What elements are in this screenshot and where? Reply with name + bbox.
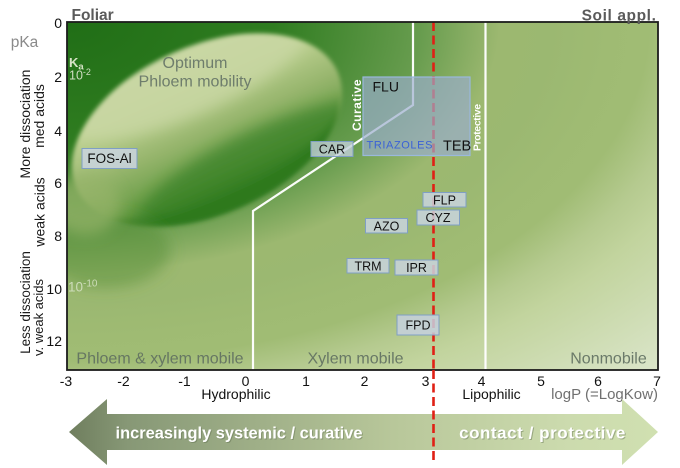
svg-text:Protective: Protective xyxy=(473,104,484,151)
svg-text:4: 4 xyxy=(478,373,486,389)
svg-text:6: 6 xyxy=(594,373,602,389)
svg-text:Phloem & xylem mobile: Phloem & xylem mobile xyxy=(76,351,243,368)
svg-text:Soil appl.: Soil appl. xyxy=(582,8,657,25)
svg-text:TRIAZOLES: TRIAZOLES xyxy=(367,140,434,152)
svg-text:6: 6 xyxy=(54,175,62,191)
svg-text:-3: -3 xyxy=(60,373,73,389)
svg-text:Xylem mobile: Xylem mobile xyxy=(307,351,403,368)
svg-text:Nonmobile: Nonmobile xyxy=(570,351,647,368)
svg-text:CYZ: CYZ xyxy=(426,211,451,225)
svg-text:CAR: CAR xyxy=(319,143,345,157)
svg-text:Less dissociation: Less dissociation xyxy=(18,251,33,354)
svg-text:Optimum: Optimum xyxy=(163,55,228,72)
svg-text:weak acids: weak acids xyxy=(32,177,48,247)
svg-text:FPD: FPD xyxy=(406,319,431,333)
svg-text:v. weak acids: v. weak acids xyxy=(31,278,46,356)
svg-text:7: 7 xyxy=(653,373,661,389)
svg-text:Hydrophilic: Hydrophilic xyxy=(201,386,270,402)
svg-text:contact / protective: contact / protective xyxy=(460,425,627,444)
svg-text:12: 12 xyxy=(46,333,62,349)
svg-text:FLU: FLU xyxy=(373,79,399,95)
svg-text:More dissociation: More dissociation xyxy=(17,70,33,179)
svg-text:increasingly systemic / curati: increasingly systemic / curative xyxy=(116,425,363,443)
svg-text:4: 4 xyxy=(54,123,62,139)
svg-text:10: 10 xyxy=(46,281,62,297)
svg-text:pKa: pKa xyxy=(11,34,39,51)
svg-text:med acids: med acids xyxy=(31,84,47,148)
svg-text:-2: -2 xyxy=(117,373,130,389)
svg-text:IPR: IPR xyxy=(406,261,427,275)
svg-text:TEB: TEB xyxy=(443,139,471,155)
svg-text:2: 2 xyxy=(361,373,369,389)
svg-text:Curative: Curative xyxy=(350,79,364,131)
svg-text:contact / protective: contact / protective xyxy=(459,424,626,443)
svg-text:2: 2 xyxy=(54,69,62,85)
svg-text:0: 0 xyxy=(242,373,250,389)
svg-text:1: 1 xyxy=(302,373,310,389)
svg-text:Phloem mobility: Phloem mobility xyxy=(139,74,252,91)
svg-text:AZO: AZO xyxy=(374,220,400,234)
svg-text:Lipophilic: Lipophilic xyxy=(462,386,520,402)
svg-text:8: 8 xyxy=(54,228,62,244)
svg-text:FLP: FLP xyxy=(433,194,456,208)
svg-text:5: 5 xyxy=(537,373,545,389)
svg-text:0: 0 xyxy=(54,15,62,31)
svg-text:3: 3 xyxy=(422,373,430,389)
svg-text:FOS-Al: FOS-Al xyxy=(87,151,131,166)
svg-text:-1: -1 xyxy=(178,373,191,389)
svg-text:Foliar: Foliar xyxy=(72,7,114,24)
svg-text:increasingly systemic / curati: increasingly systemic / curative xyxy=(117,426,364,444)
svg-text:logP (=LogKow): logP (=LogKow) xyxy=(551,386,658,403)
svg-text:TRM: TRM xyxy=(354,260,381,274)
